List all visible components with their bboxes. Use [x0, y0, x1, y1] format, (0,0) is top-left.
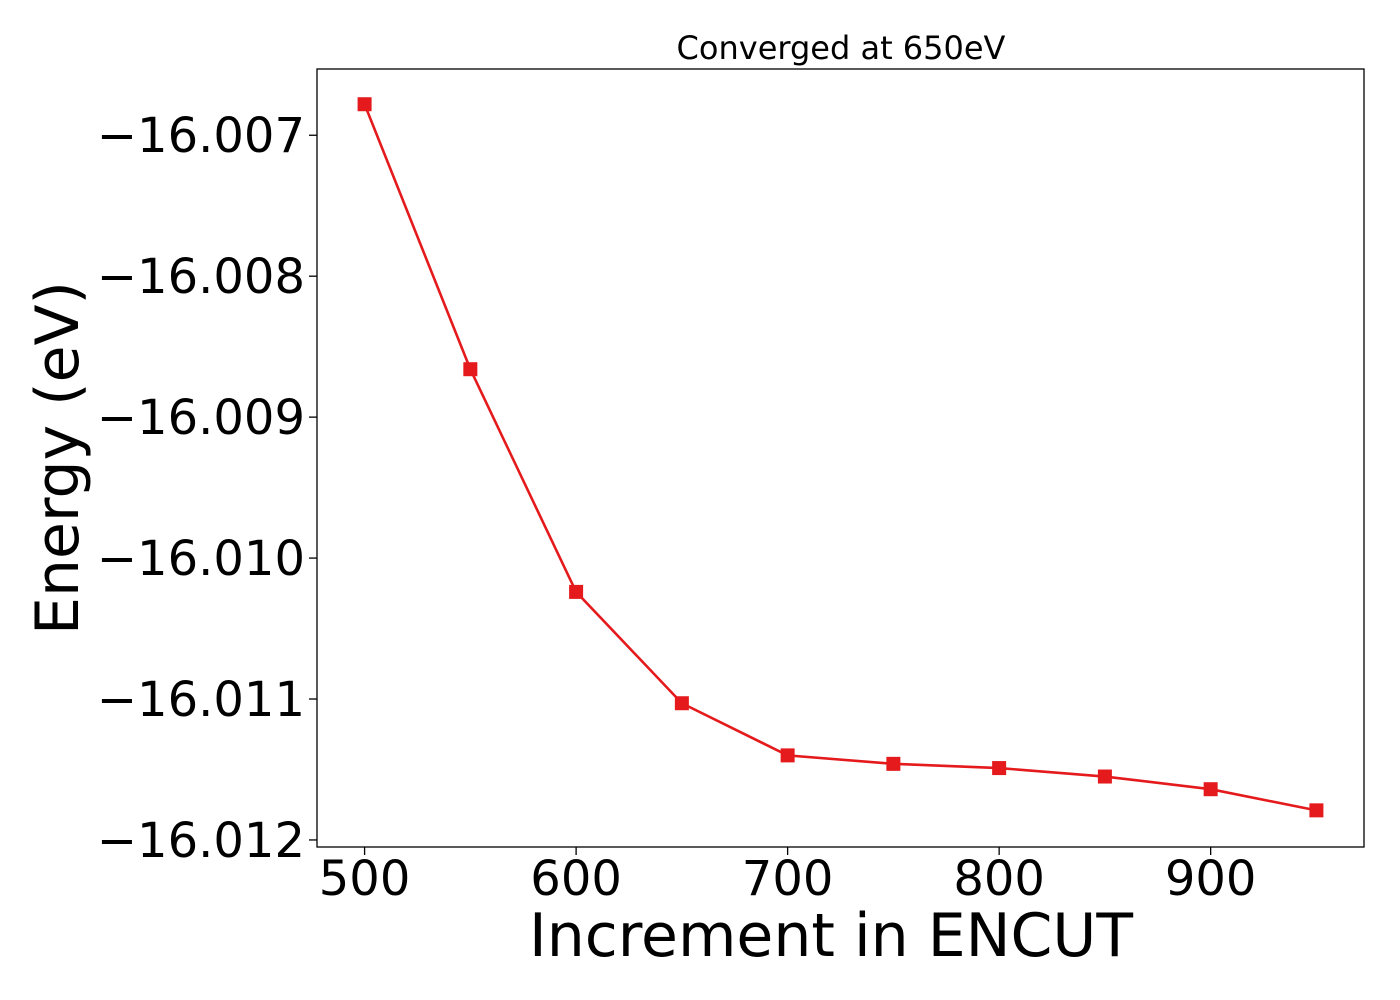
- data-point-marker: [780, 748, 795, 763]
- data-point-marker: [1203, 782, 1218, 797]
- y-tick-label: −16.011: [97, 672, 305, 728]
- data-point-marker: [886, 756, 901, 771]
- data-point-marker: [463, 362, 478, 377]
- x-tick-label: 800: [953, 851, 1045, 907]
- y-tick-label: −16.009: [97, 390, 305, 446]
- x-tick-label: 700: [742, 851, 834, 907]
- data-point-marker: [992, 761, 1007, 776]
- x-tick-label: 500: [319, 851, 411, 907]
- x-axis-ticks: 500 600 700 800 900: [319, 847, 1257, 907]
- y-tick-label: −16.007: [97, 108, 305, 164]
- y-axis-label: Energy (eV): [23, 281, 93, 635]
- data-point-marker: [674, 696, 689, 711]
- plot-area-frame: [316, 68, 1365, 848]
- y-tick-label: −16.008: [97, 249, 305, 305]
- chart-title: Converged at 650eV: [677, 29, 1006, 67]
- data-point-marker: [1097, 769, 1112, 784]
- y-tick-label: −16.012: [97, 813, 305, 869]
- y-axis-ticks: −16.007 −16.008 −16.009 −16.010 −16.011 −16.0…: [97, 108, 317, 869]
- data-point-marker: [1309, 803, 1324, 818]
- x-axis-label: Increment in ENCUT: [529, 901, 1133, 971]
- x-tick-label: 600: [530, 851, 622, 907]
- data-point-marker: [569, 584, 584, 599]
- energy-series-line: [363, 103, 1317, 812]
- energy-series-markers: [357, 97, 1324, 818]
- y-tick-label: −16.010: [97, 531, 305, 587]
- x-tick-label: 900: [1165, 851, 1257, 907]
- data-point-marker: [357, 97, 372, 112]
